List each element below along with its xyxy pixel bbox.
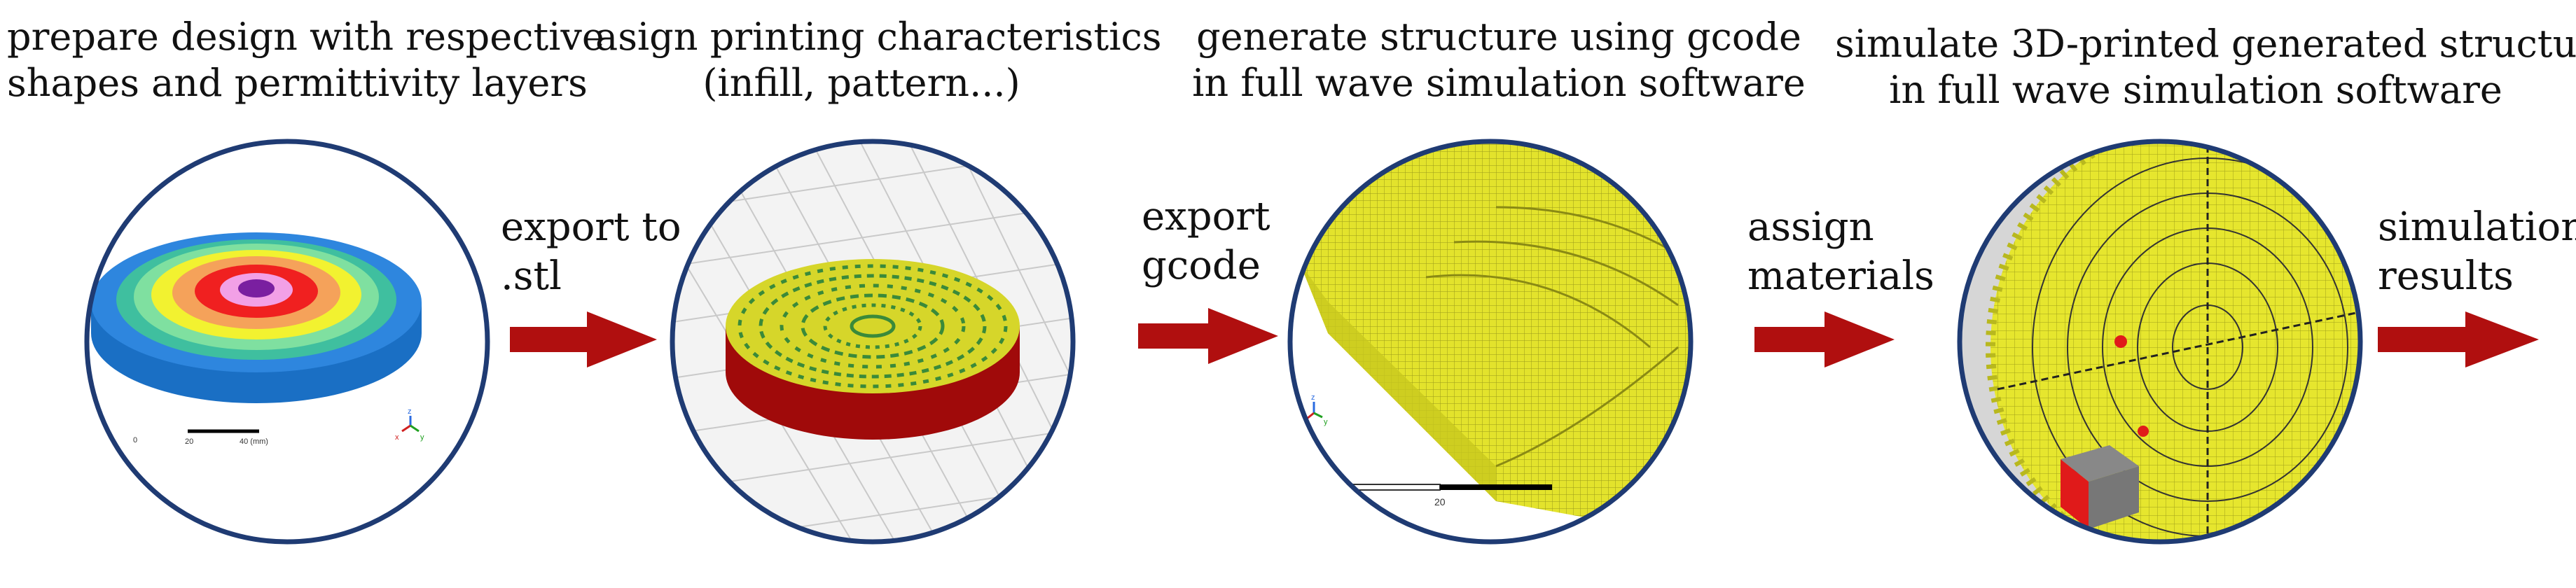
step4-caption-line1: simulate 3D-printed generated structure (1835, 22, 2576, 66)
arrow4-label-line2: results (2378, 253, 2514, 299)
panel1-scale-end: 40 (mm) (240, 438, 268, 446)
panel3-scale-value: 20 (1434, 496, 1446, 507)
arrow4-label-line1: simulation (2378, 204, 2576, 250)
panel3-axis-z: z (1311, 393, 1315, 402)
arrow1-label-line2: .stl (501, 253, 562, 299)
layered-cylinder-icon: 0 20 40 (mm) z x y (91, 232, 424, 446)
panel1-axis-x: x (395, 433, 399, 442)
arrow2-label: export gcode (1142, 192, 1270, 290)
panel2-slicer-circle (670, 139, 1076, 545)
horn-antenna-icon (2061, 445, 2139, 529)
step1-caption-line1: prepare design with respective (7, 15, 604, 59)
arrow2-label-line1: export (1142, 194, 1270, 239)
step2-caption: asign printing characteristics (infill, … (595, 14, 1162, 106)
arrow1-icon (510, 312, 657, 368)
panel1-design-circle: 0 20 40 (mm) z x y (84, 139, 490, 545)
arrow3-label: assign materials (1747, 203, 1934, 301)
step1-caption-line2: shapes and permittivity layers (7, 61, 588, 105)
arrow1-label-line1: export to (501, 204, 681, 250)
step2-caption-line1: asign printing characteristics (595, 15, 1162, 59)
arrow4-label: simulation results (2378, 203, 2576, 301)
panel1-axis-y: y (420, 433, 424, 442)
panel4-simulation-circle (1957, 139, 2363, 545)
panel3-axis-y: y (1324, 418, 1328, 426)
step3-caption-line1: generate structure using gcode (1196, 15, 1801, 59)
panel1-axis-z: z (408, 407, 412, 416)
step3-caption-line2: in full wave simulation software (1192, 61, 1806, 105)
step4-caption-line2: in full wave simulation software (1889, 68, 2502, 112)
panel1-axes-icon: z x y (395, 407, 424, 442)
panel3-structure-circle: z x y 20 (1287, 139, 1694, 545)
arrow1-label: export to .stl (501, 203, 681, 301)
arrow3-label-line2: materials (1747, 253, 1934, 299)
arrow3-icon (1754, 312, 1895, 368)
step2-caption-line2: (infill, pattern...) (702, 61, 1020, 105)
arrow2-label-line2: gcode (1142, 243, 1261, 288)
arrow3-label-line1: assign (1747, 204, 1874, 250)
arrow2-icon (1138, 308, 1278, 364)
arrow4-icon (2378, 312, 2539, 368)
step4-caption: simulate 3D-printed generated structure … (1835, 21, 2576, 113)
step3-caption: generate structure using gcode in full w… (1184, 14, 1814, 106)
panel1-scale-mid: 20 (185, 438, 193, 446)
simulated-lens-icon (1986, 141, 2360, 542)
printed-disc-icon (726, 259, 1020, 440)
step1-caption: prepare design with respective shapes an… (7, 14, 604, 106)
panel1-scale-start: 0 (133, 436, 137, 444)
